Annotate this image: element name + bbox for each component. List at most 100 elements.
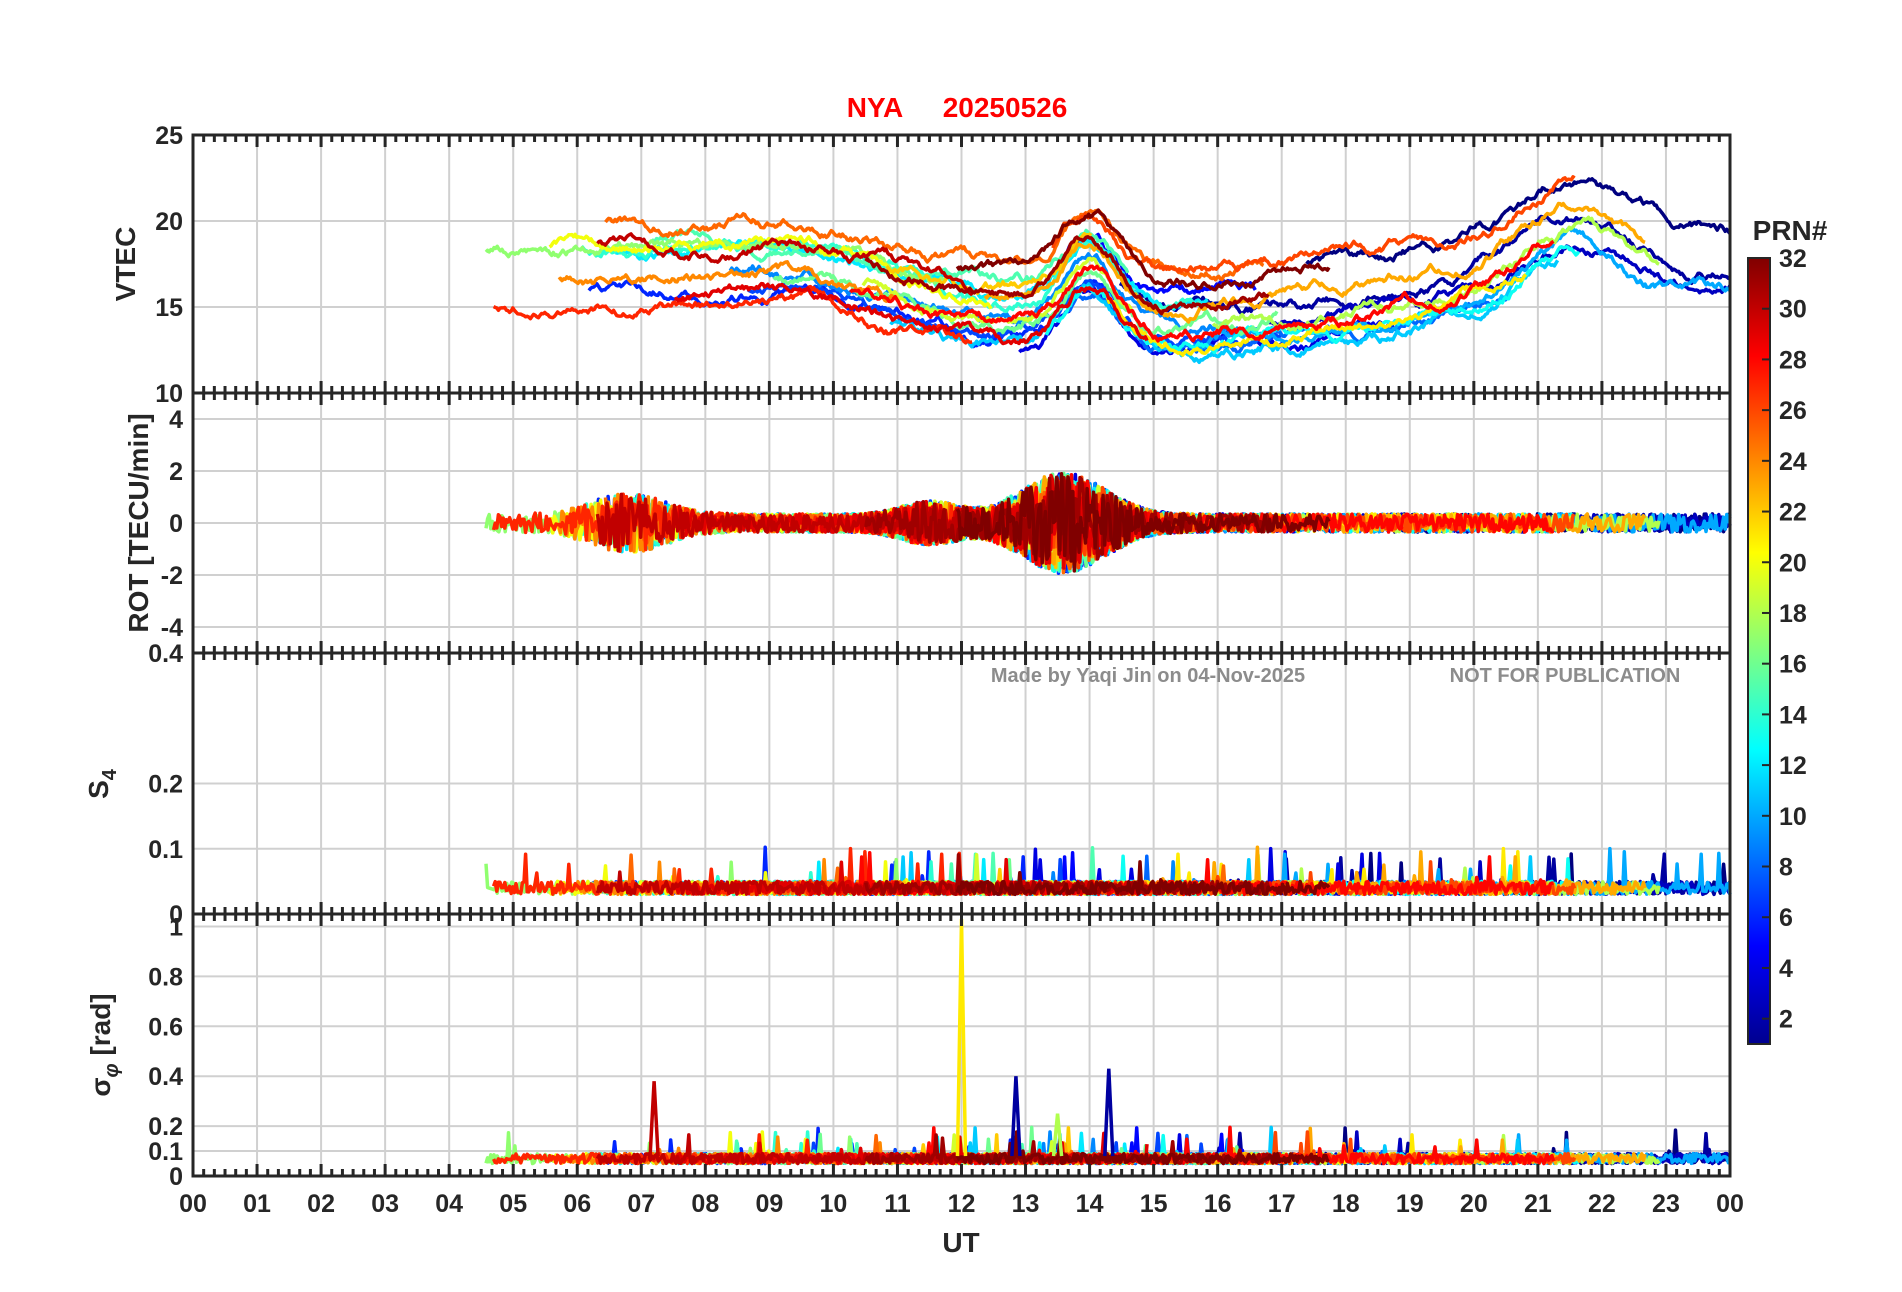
sigma-phi-prn-32-line	[955, 1130, 1330, 1166]
vtec-prn-23-line	[983, 201, 1646, 324]
x-tick-label: 01	[243, 1190, 271, 1218]
colorbar-tick-label: 8	[1779, 854, 1793, 882]
s4-y-tick-label: 0	[169, 901, 183, 929]
colorbar-tick-label: 30	[1779, 296, 1807, 324]
colorbar-tick-label: 2	[1779, 1006, 1793, 1034]
colorbar-title: PRN#	[1753, 215, 1828, 246]
sigma-phi-y-tick-label: 0.8	[148, 963, 183, 991]
x-tick-label: 17	[1268, 1190, 1296, 1218]
vtec-prn-29-line	[673, 281, 1149, 346]
s4-ylabel: S4	[83, 768, 121, 799]
rot-prn-32-line	[955, 471, 1331, 573]
x-tick-label: 16	[1204, 1190, 1232, 1218]
colorbar-gradient	[1747, 257, 1771, 1045]
sigma-phi-y-tick-label: 0	[169, 1163, 183, 1191]
x-tick-label: 22	[1588, 1190, 1616, 1218]
rot-minor-ticks	[191, 393, 1732, 653]
vtec-prn-32-line	[955, 208, 1331, 292]
rot-y-tick-label: -4	[161, 614, 183, 642]
colorbar-tick-label: 12	[1779, 752, 1807, 780]
sigma-phi-spike	[648, 1081, 660, 1157]
sigma-phi-series-lines	[484, 918, 1732, 1166]
sigma-phi-spike	[1010, 1076, 1022, 1157]
sigma-phi-spike	[1103, 1068, 1115, 1157]
colorbar-tick-label: 22	[1779, 499, 1807, 527]
vtec-prn-24-line	[557, 260, 896, 303]
x-tick-label: 14	[1076, 1190, 1104, 1218]
figure-title-date: 20250526	[943, 92, 1068, 123]
vtec-prn-18-line	[1211, 215, 1660, 332]
x-tick-label: 03	[371, 1190, 399, 1218]
x-tick-label: 23	[1652, 1190, 1680, 1218]
x-tick-label: 00	[1716, 1190, 1744, 1218]
vtec-prn-30-line	[596, 232, 975, 296]
vtec-series-lines	[484, 175, 1732, 365]
vtec-prn-22-line	[885, 232, 1093, 296]
x-tick-label: 00	[179, 1190, 207, 1218]
x-tick-label: 21	[1524, 1190, 1552, 1218]
x-tick-label: 08	[691, 1190, 719, 1218]
s4-minor-ticks	[191, 653, 1732, 914]
panel-s4: 0 0.1 0.2 0.4 S4 Made by Yaqi Jin on 04-Nov…	[83, 640, 1732, 929]
vtec-minor-ticks	[191, 135, 1732, 393]
x-tick-label: 07	[627, 1190, 655, 1218]
colorbar-tick-label: 24	[1779, 448, 1807, 476]
sigma-phi-y-tick-label: 0.6	[148, 1013, 183, 1041]
sigma-phi-ylabel: σφ [rad]	[85, 993, 123, 1096]
panel-sigma-phi: 00.10.2 0.4 0.6 0.8 1 σφ [rad]	[85, 912, 1732, 1191]
vtec-prn-2-line	[1118, 213, 1732, 316]
sigma-phi-minor-ticks	[191, 914, 1732, 1176]
vtec-prn-28-line	[849, 239, 1555, 343]
sigma-phi-y-tick-label: 0.2	[148, 1113, 183, 1141]
rot-y-tick-label: 0	[169, 510, 183, 538]
x-tick-label: 19	[1396, 1190, 1424, 1218]
colorbar-tick-label: 14	[1779, 701, 1807, 729]
vtec-grid	[192, 134, 1731, 394]
vtec-prn-1-line	[1305, 177, 1732, 267]
vtec-y-ticks: 10 15 20 25	[155, 122, 183, 408]
vtec-prn-9-line	[728, 252, 1259, 337]
panel-rot: -4 -2 0 2 4 ROT [TECU/min]	[123, 391, 1732, 655]
vtec-y-tick-label: 15	[155, 294, 183, 322]
x-tick-label: 15	[1140, 1190, 1168, 1218]
rot-y-tick-label: 4	[169, 406, 183, 434]
s4-prn-30-line	[595, 870, 977, 896]
sigma-phi-y-tick-label: 0.4	[148, 1063, 183, 1091]
s4-y-tick-label: 0.1	[148, 836, 183, 864]
rot-y-ticks: -4 -2 0 2 4	[161, 406, 183, 642]
rot-ylabel: ROT [TECU/min]	[123, 413, 154, 632]
colorbar-tick-label: 32	[1779, 245, 1807, 273]
s4-y-tick-label: 0.2	[148, 771, 183, 799]
x-tick-label: 04	[435, 1190, 463, 1218]
s4-series-lines	[484, 845, 1732, 897]
colorbar-tick-label: 28	[1779, 346, 1807, 374]
x-tick-label: 10	[820, 1190, 848, 1218]
vtec-prn-25-line	[604, 208, 1265, 282]
x-tick-label: 20	[1460, 1190, 1488, 1218]
panel-vtec: 10 15 20 25 VTEC	[110, 122, 1732, 408]
rot-series-lines	[484, 471, 1732, 575]
x-tick-label: 13	[1012, 1190, 1040, 1218]
colorbar-tick-label: 18	[1779, 600, 1807, 628]
colorbar-tick-label: 16	[1779, 651, 1807, 679]
x-tick-label: 12	[948, 1190, 976, 1218]
sigma-phi-spike	[1051, 1113, 1064, 1157]
vtec-prn-21-line	[1105, 273, 1528, 357]
colorbar-tick-label: 10	[1779, 803, 1807, 831]
vtec-y-tick-label: 10	[155, 380, 183, 408]
vtec-prn-31-line	[864, 235, 1270, 316]
vtec-y-tick-label: 25	[155, 122, 183, 150]
vtec-prn-3-line	[1267, 244, 1732, 328]
rot-y-tick-label: 2	[169, 458, 183, 486]
colorbar-tick-label: 6	[1779, 904, 1793, 932]
x-tick-label: 09	[755, 1190, 783, 1218]
watermark-note: NOT FOR PUBLICATION	[1450, 665, 1681, 687]
x-tick-label: 05	[499, 1190, 527, 1218]
sigma-phi-y-ticks: 00.10.2 0.4 0.6 0.8 1	[148, 913, 183, 1191]
sigma-phi-y-tick-label: 1	[169, 913, 183, 941]
sigma-phi-y-tick-label: 0.1	[148, 1138, 183, 1166]
colorbar-tick-label: 20	[1779, 549, 1807, 577]
